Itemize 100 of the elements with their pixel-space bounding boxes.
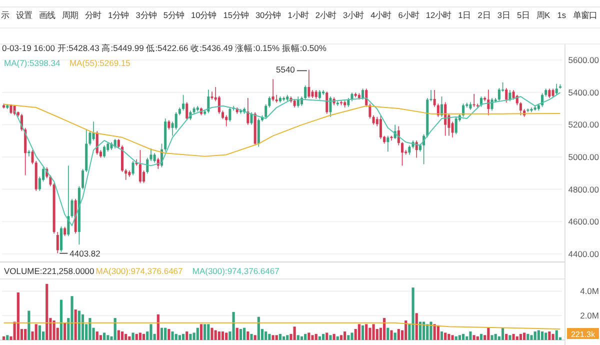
bar [16, 292, 20, 340]
text: 12小时 [426, 10, 452, 20]
candlestick [257, 118, 260, 148]
candlestick [362, 88, 364, 100]
candlestick [401, 142, 404, 166]
bar [494, 334, 497, 340]
bar [268, 334, 271, 340]
bar [28, 310, 30, 340]
candlestick [386, 135, 390, 152]
bar [246, 331, 250, 340]
bar [344, 331, 346, 340]
text: MA(55):5269.15 [69, 58, 131, 68]
bar [182, 334, 185, 340]
bar [293, 326, 296, 340]
candlestick [508, 90, 512, 102]
bar [106, 335, 110, 340]
bar [96, 331, 98, 340]
bar [6, 335, 9, 340]
bar [196, 328, 199, 340]
candlestick [296, 96, 300, 108]
candlestick [117, 138, 120, 149]
bar [103, 332, 106, 340]
candlestick [498, 88, 500, 102]
bar [142, 334, 146, 340]
bar [332, 334, 336, 340]
text: 示 [1, 10, 9, 20]
bar [81, 314, 84, 340]
bar [314, 334, 318, 340]
candlestick [548, 88, 551, 98]
candlestick [92, 121, 95, 141]
bar [512, 334, 515, 340]
bar [52, 320, 56, 340]
text: 221.3k [570, 330, 596, 339]
y-tick-label: 4.0M [580, 286, 599, 296]
y-tick-label: 2.0M [580, 310, 599, 321]
text: 10分钟 [190, 10, 216, 20]
text: 1s [557, 10, 566, 20]
bar [178, 335, 181, 340]
text: 单窗口 [573, 10, 597, 20]
bar [232, 312, 235, 340]
y-tick-label: 5400.00 [568, 87, 600, 98]
bar [526, 334, 530, 340]
candlestick [103, 144, 106, 158]
bar [340, 335, 343, 340]
bar [70, 296, 74, 340]
text: 1日 [458, 10, 471, 20]
candlestick [487, 89, 490, 116]
bar [555, 330, 558, 340]
bar [390, 330, 393, 340]
y-tick-label: 5200.00 [568, 120, 600, 130]
candlestick [476, 103, 479, 108]
series-label: VOLUME:221,258.0000 [4, 266, 95, 276]
y-tick-label: 4800.00 [568, 184, 600, 194]
text: 周K [536, 10, 551, 20]
candlestick [372, 114, 375, 126]
text: 6小时 [398, 10, 419, 20]
bar [2, 336, 6, 340]
candlestick [174, 112, 178, 130]
bar [444, 332, 447, 340]
bar [462, 334, 465, 340]
bar [548, 331, 551, 340]
bar [117, 330, 120, 340]
bar [128, 336, 131, 340]
text: 1小时 [288, 10, 308, 20]
candlestick [555, 83, 558, 96]
candlestick [121, 144, 124, 172]
bar [454, 336, 458, 340]
bar [505, 334, 508, 340]
bar [476, 336, 479, 340]
bar [225, 332, 228, 340]
bar [46, 284, 48, 340]
bar [318, 336, 321, 340]
candlestick [153, 152, 156, 164]
bar [530, 335, 533, 340]
bar [386, 328, 390, 340]
bar [114, 318, 116, 340]
line-series [3, 104, 561, 157]
bar [24, 329, 27, 340]
bar [372, 324, 375, 340]
bar [433, 324, 436, 340]
candlestick [505, 88, 508, 104]
bar [418, 322, 422, 340]
candlestick [433, 90, 436, 108]
bar [347, 335, 350, 340]
bar [250, 334, 253, 340]
text: 周期 [62, 10, 78, 20]
bar [552, 334, 554, 340]
bar [412, 288, 414, 340]
annotation: 4403.82 [70, 248, 101, 258]
candlestick [182, 94, 185, 111]
bar [120, 331, 124, 340]
bar [64, 322, 66, 340]
bar [523, 332, 526, 340]
bar [365, 324, 368, 340]
candlestick [228, 107, 232, 122]
y-tick-label: 4600.00 [568, 216, 600, 227]
bar [135, 334, 138, 340]
bar [322, 334, 325, 340]
bar [210, 328, 214, 340]
candlestick [454, 116, 458, 135]
